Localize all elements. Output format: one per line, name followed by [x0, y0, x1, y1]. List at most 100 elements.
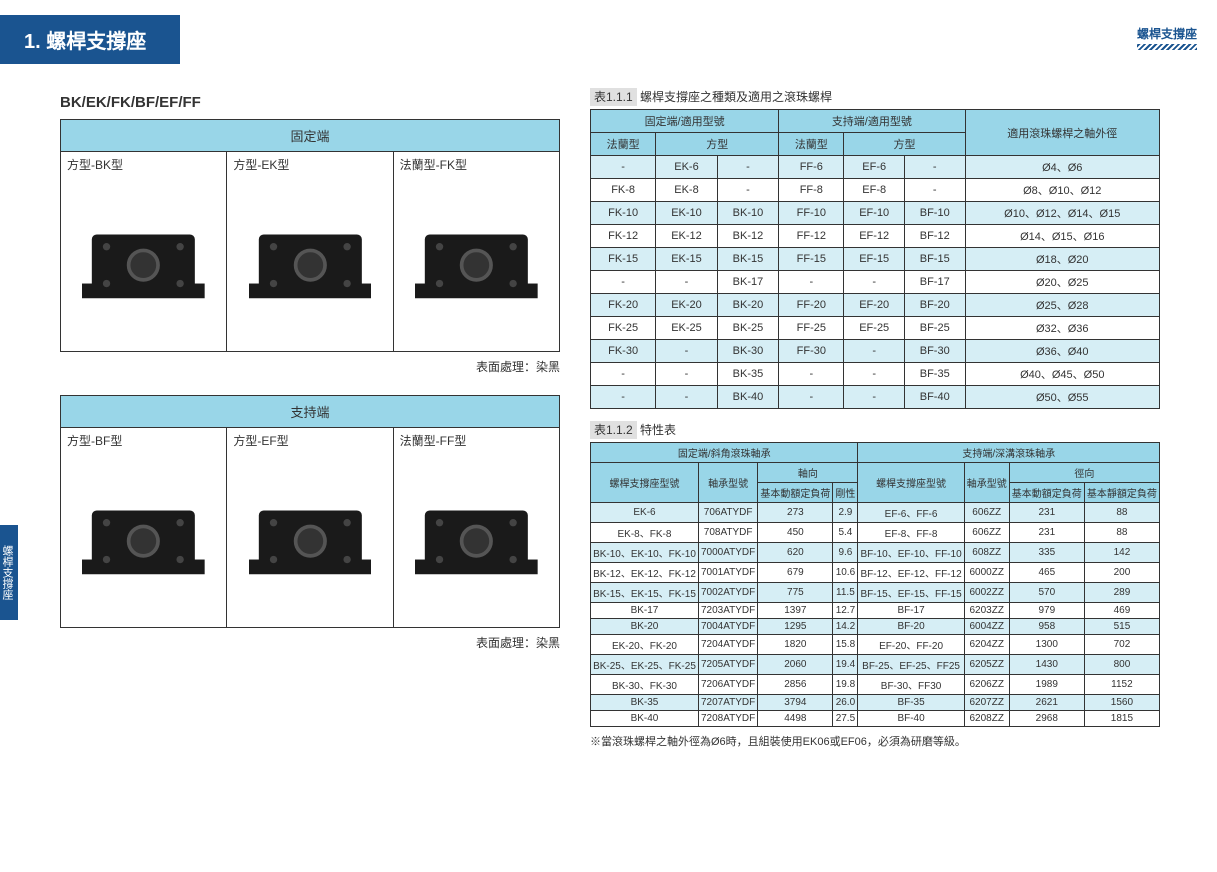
cell: 775: [758, 583, 833, 603]
table-row: EK-6706ATYDF2732.9EF-6、FF-6606ZZ23188: [591, 503, 1160, 523]
t2-h: 剛性: [833, 483, 858, 503]
cell: EF-10: [844, 202, 905, 225]
panel-image: [400, 455, 553, 615]
cell: 88: [1084, 523, 1159, 543]
panel-image: [233, 179, 386, 339]
cell: 6206ZZ: [964, 675, 1009, 695]
cell: 7002ATYDF: [698, 583, 757, 603]
cell: EK-8、FK-8: [591, 523, 699, 543]
t1-sub: 法蘭型: [779, 133, 844, 156]
panel-b-foot: 表面處理：染黑: [60, 634, 560, 651]
cell: Ø8、Ø10、Ø12: [965, 179, 1160, 202]
cell: 7206ATYDF: [698, 675, 757, 695]
cell: EK-8: [656, 179, 717, 202]
cell: -: [779, 386, 844, 409]
cell: 465: [1009, 563, 1084, 583]
table-row: FK-12EK-12BK-12FF-12EF-12BF-12Ø14、Ø15、Ø1…: [591, 225, 1160, 248]
cell: BF-30、FF30: [858, 675, 964, 695]
cell: 4498: [758, 711, 833, 727]
cell: BK-30、FK-30: [591, 675, 699, 695]
cell: FF-8: [779, 179, 844, 202]
cell: EF-15: [844, 248, 905, 271]
part-icon: [249, 471, 372, 599]
t2-h: 軸承型號: [964, 463, 1009, 503]
table1-caption: 表1.1.1 螺桿支撐座之種類及適用之滾珠螺桿: [590, 88, 1160, 105]
cell: BK-17: [717, 271, 778, 294]
cell: 606ZZ: [964, 523, 1009, 543]
cell: -: [844, 340, 905, 363]
cell: 1300: [1009, 635, 1084, 655]
cell: BK-35: [591, 695, 699, 711]
cell: 620: [758, 543, 833, 563]
cell: 15.8: [833, 635, 858, 655]
cell: EF-6: [844, 156, 905, 179]
cell: 7203ATYDF: [698, 603, 757, 619]
cell: 3794: [758, 695, 833, 711]
cell: BK-20: [591, 619, 699, 635]
table1-title: 螺桿支撐座之種類及適用之滾珠螺桿: [640, 90, 832, 104]
cell: 1295: [758, 619, 833, 635]
cell: -: [779, 271, 844, 294]
cell: -: [844, 386, 905, 409]
table-row: BK-177203ATYDF139712.7BF-176203ZZ979469: [591, 603, 1160, 619]
cell: 800: [1084, 655, 1159, 675]
cell: EF-20、FF-20: [858, 635, 964, 655]
cell: BF-17: [904, 271, 965, 294]
part-icon: [82, 471, 205, 599]
cell: 1430: [1009, 655, 1084, 675]
cell: 7001ATYDF: [698, 563, 757, 583]
table1-num: 表1.1.1: [590, 88, 637, 106]
cell: EF-25: [844, 317, 905, 340]
t2-hb: 支持端/深溝滾珠軸承: [858, 443, 1160, 463]
cell: EK-15: [656, 248, 717, 271]
cell: 1152: [1084, 675, 1159, 695]
table2-caption: 表1.1.2 特性表: [590, 421, 1160, 438]
cell: 2.9: [833, 503, 858, 523]
cell: FF-12: [779, 225, 844, 248]
table-row: BK-10、EK-10、FK-107000ATYDF6209.6BF-10、EF…: [591, 543, 1160, 563]
cell: 6207ZZ: [964, 695, 1009, 711]
cell: 708ATYDF: [698, 523, 757, 543]
cell: 570: [1009, 583, 1084, 603]
panel-label: 方型-BF型: [67, 432, 220, 449]
table-row: EK-20、FK-207204ATYDF182015.8EF-20、FF-206…: [591, 635, 1160, 655]
cell: EK-6: [656, 156, 717, 179]
cell: 11.5: [833, 583, 858, 603]
cell: BK-25: [717, 317, 778, 340]
cell: BF-25: [904, 317, 965, 340]
cell: EF-6、FF-6: [858, 503, 964, 523]
cell: 450: [758, 523, 833, 543]
cell: 19.4: [833, 655, 858, 675]
cell: FK-10: [591, 202, 656, 225]
t2-h: 基本動額定負荷: [1009, 483, 1084, 503]
part-icon: [415, 471, 538, 599]
cell: BF-12: [904, 225, 965, 248]
cell: FK-8: [591, 179, 656, 202]
t1-hb: 支持端/適用型號: [779, 110, 965, 133]
cell: 1560: [1084, 695, 1159, 711]
cell: 7207ATYDF: [698, 695, 757, 711]
panel-label: 方型-EK型: [233, 156, 386, 173]
panel-cell: 方型-BK型: [61, 152, 227, 351]
table2-num: 表1.1.2: [590, 421, 637, 439]
cell: BK-15、EK-15、FK-15: [591, 583, 699, 603]
cell: BF-20: [904, 294, 965, 317]
table-row: BK-357207ATYDF379426.0BF-356207ZZ2621156…: [591, 695, 1160, 711]
panel-a-grid: 方型-BK型 方型-EK型 法蘭型-FK型: [60, 152, 560, 352]
cell: BF-12、EF-12、FF-12: [858, 563, 964, 583]
t1-sub: 方型: [656, 133, 779, 156]
table-row: --BK-17--BF-17Ø20、Ø25: [591, 271, 1160, 294]
cell: BF-30: [904, 340, 965, 363]
cell: Ø18、Ø20: [965, 248, 1160, 271]
cell: -: [656, 386, 717, 409]
cell: 142: [1084, 543, 1159, 563]
panel-a-title: 固定端: [60, 119, 560, 152]
cell: -: [656, 271, 717, 294]
cell: FF-6: [779, 156, 844, 179]
t1-ha: 固定端/適用型號: [591, 110, 779, 133]
cell: BF-10: [904, 202, 965, 225]
part-icon: [249, 195, 372, 323]
cell: Ø20、Ø25: [965, 271, 1160, 294]
cell: Ø36、Ø40: [965, 340, 1160, 363]
panel-label: 法蘭型-FF型: [400, 432, 553, 449]
